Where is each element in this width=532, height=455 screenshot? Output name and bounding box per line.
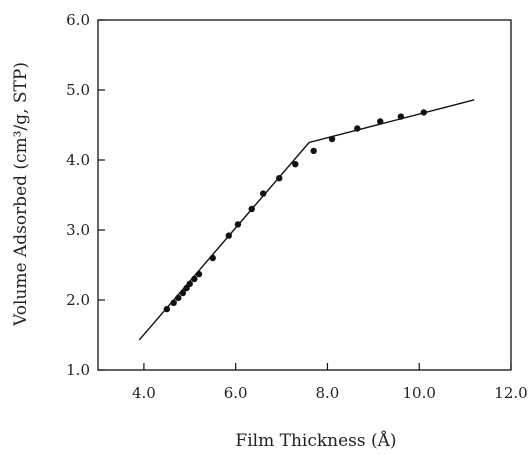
data-point bbox=[377, 118, 384, 125]
y-tick-label: 3.0 bbox=[66, 221, 90, 239]
data-point bbox=[191, 275, 198, 283]
data-point bbox=[225, 232, 232, 239]
y-tick-label: 1.0 bbox=[66, 361, 90, 379]
y-axis-ticks: 1.0 2.0 3.0 4.0 5.0 6.0 bbox=[66, 11, 105, 379]
data-point bbox=[292, 161, 299, 168]
x-tick-label: 10.0 bbox=[403, 384, 436, 402]
data-point bbox=[209, 254, 216, 262]
y-tick-label: 4.0 bbox=[66, 151, 90, 169]
x-tick-label: 6.0 bbox=[224, 384, 248, 402]
y-tick-label: 6.0 bbox=[66, 11, 90, 29]
plot-frame bbox=[97, 19, 512, 371]
x-tick-label: 4.0 bbox=[132, 384, 156, 402]
data-points bbox=[163, 109, 428, 313]
data-point bbox=[248, 205, 255, 213]
y-tick-label: 5.0 bbox=[66, 81, 90, 99]
x-axis-ticks: 4.0 6.0 8.0 10.0 12.0 bbox=[132, 363, 528, 402]
data-point bbox=[170, 299, 177, 306]
data-point bbox=[163, 305, 171, 313]
x-tick-label: 8.0 bbox=[316, 384, 340, 402]
y-tick-label: 2.0 bbox=[66, 291, 90, 309]
data-point bbox=[420, 109, 428, 116]
data-point bbox=[175, 294, 182, 302]
fit-lines bbox=[138, 99, 475, 341]
data-point bbox=[234, 221, 242, 228]
data-point bbox=[397, 113, 405, 120]
data-point bbox=[328, 135, 336, 143]
data-point bbox=[179, 289, 187, 297]
data-point bbox=[186, 280, 193, 288]
data-point bbox=[354, 125, 361, 132]
data-point bbox=[310, 147, 317, 155]
data-point bbox=[276, 175, 283, 182]
fit-line bbox=[138, 99, 475, 341]
x-axis-title: Film Thickness (Å) bbox=[235, 430, 396, 451]
x-tick-label: 12.0 bbox=[494, 384, 527, 402]
y-axis-title: Volume Adsorbed (cm³/g, STP) bbox=[11, 62, 31, 327]
data-point bbox=[195, 270, 203, 278]
data-point bbox=[260, 190, 267, 197]
